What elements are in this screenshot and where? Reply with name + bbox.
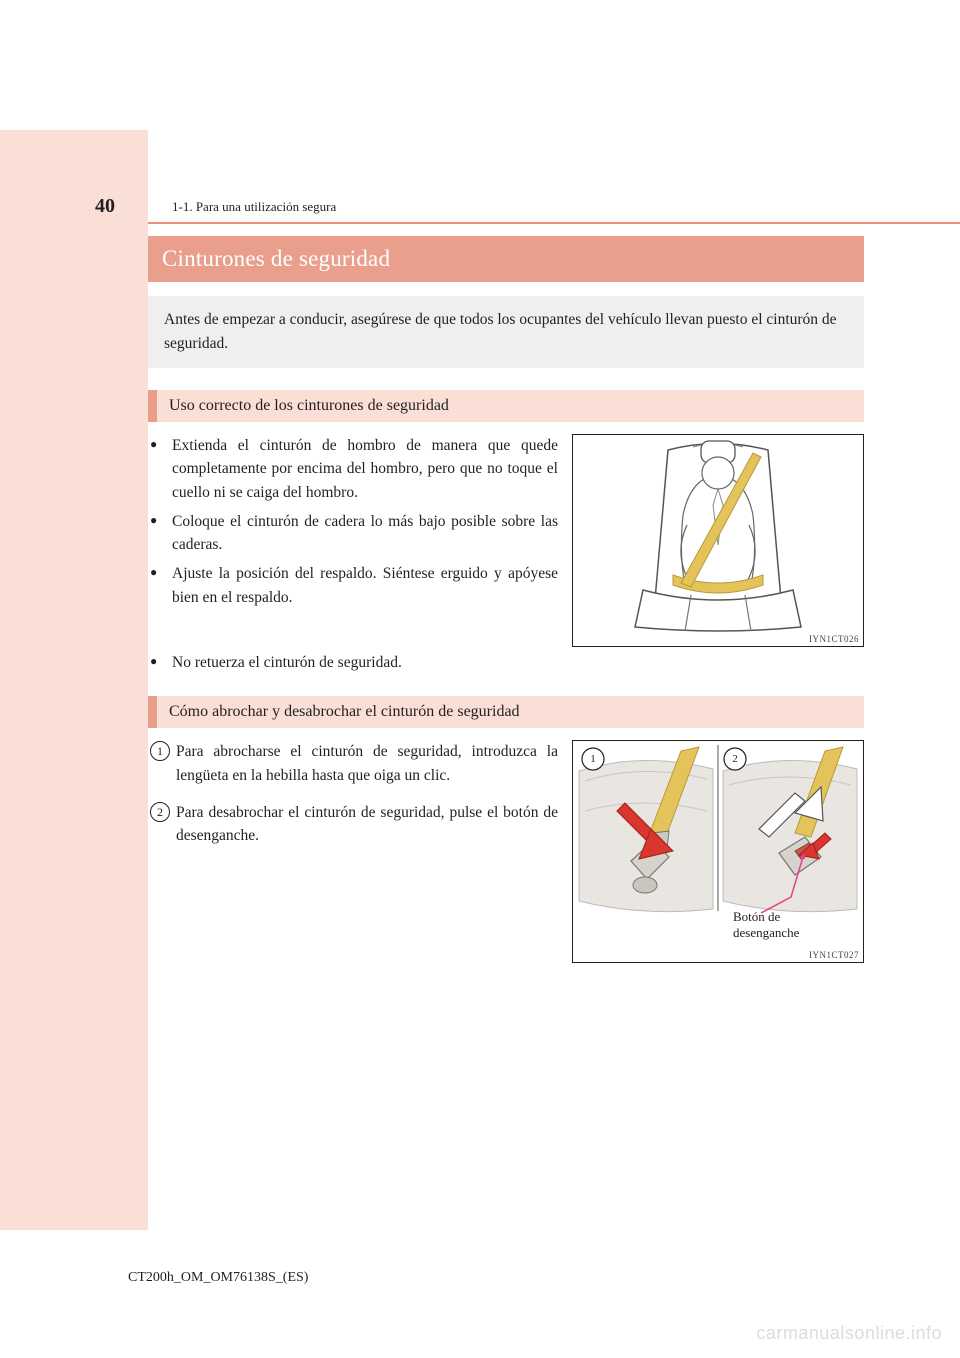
- bullet-list-a: Extienda el cinturón de hombro de manera…: [148, 434, 558, 609]
- panel-fasten: 1: [579, 747, 713, 912]
- bullet-item: Ajuste la posición del respaldo. Siéntes…: [172, 562, 558, 609]
- figure-code: IYN1CT027: [573, 949, 863, 962]
- release-caption-line2: desenganche: [733, 925, 800, 940]
- panel-release: Botón de desenganche 2: [723, 747, 857, 940]
- figure-column-a: IYN1CT026: [572, 434, 864, 647]
- page-number: 40: [95, 195, 115, 218]
- left-margin-stripe: [0, 130, 148, 1230]
- text-column-a: Extienda el cinturón de hombro de manera…: [148, 434, 558, 647]
- buckle-illustration: 1: [573, 741, 863, 949]
- seatbelt-posture-illustration: [573, 435, 863, 633]
- bullet-item: Coloque el cinturón de cadera lo más baj…: [172, 510, 558, 557]
- row-fasten: Para abrocharse el cinturón de seguridad…: [148, 740, 864, 963]
- figure-seatbelt-posture: IYN1CT026: [572, 434, 864, 647]
- figure-buckle: 1: [572, 740, 864, 963]
- content-area: Cinturones de seguridad Antes de empezar…: [148, 236, 864, 963]
- watermark: carmanualsonline.info: [756, 1323, 942, 1344]
- chapter-label: 1-1. Para una utilización segura: [172, 199, 336, 215]
- step-item: Para desabrochar el cinturón de segurida…: [176, 801, 558, 848]
- figure-code: IYN1CT026: [573, 633, 863, 646]
- document-code: CT200h_OM_OM76138S_(ES): [128, 1270, 308, 1286]
- bullet-item: No retuerza el cinturón de seguridad.: [148, 651, 864, 674]
- figure-column-b: 1: [572, 740, 864, 963]
- step-item: Para abrocharse el cinturón de seguridad…: [176, 740, 558, 787]
- section-title: Cinturones de seguridad: [148, 236, 864, 282]
- text-column-b: Para abrocharse el cinturón de seguridad…: [148, 740, 558, 963]
- callout-number: 1: [590, 753, 596, 765]
- header-rule: [148, 222, 960, 224]
- subheading-correct-use: Uso correcto de los cinturones de seguri…: [148, 390, 864, 422]
- bullet-item: Extienda el cinturón de hombro de manera…: [172, 434, 558, 504]
- subheading-fasten: Cómo abrochar y desabrochar el cinturón …: [148, 696, 864, 728]
- release-caption-line1: Botón de: [733, 909, 781, 924]
- step-list: Para abrocharse el cinturón de seguridad…: [148, 740, 558, 847]
- row-correct-use: Extienda el cinturón de hombro de manera…: [148, 434, 864, 647]
- intro-callout: Antes de empezar a conducir, asegúrese d…: [148, 296, 864, 368]
- manual-page: 40 1-1. Para una utilización segura Cint…: [0, 0, 960, 1358]
- callout-number: 2: [732, 753, 738, 765]
